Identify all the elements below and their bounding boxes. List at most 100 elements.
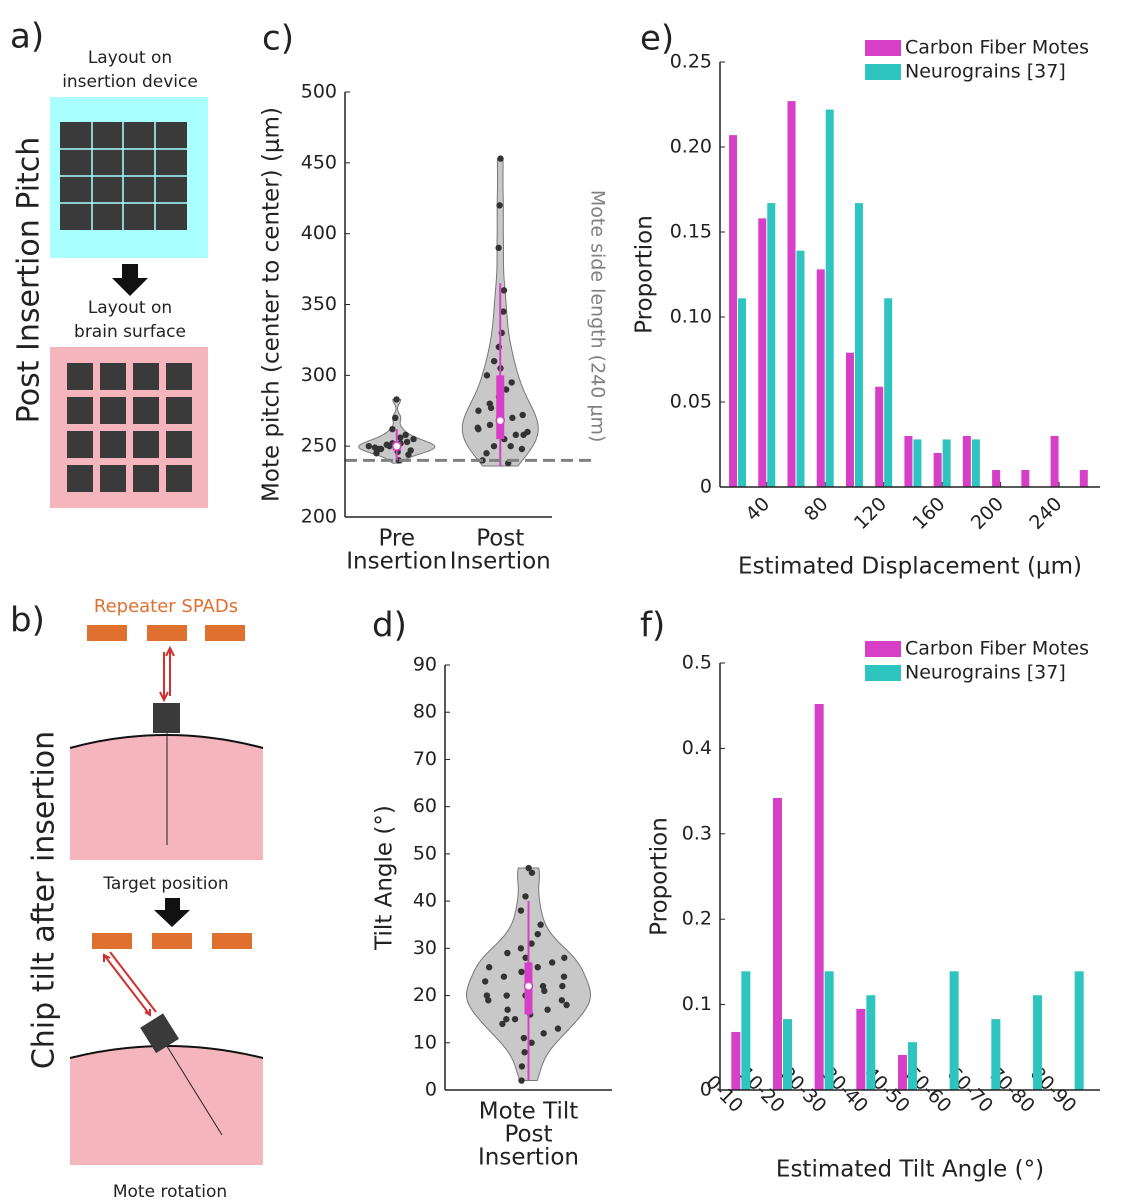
bar xyxy=(729,135,738,487)
bar xyxy=(992,470,1001,487)
data-point xyxy=(528,940,535,947)
bar xyxy=(758,218,767,487)
panel-label: e) xyxy=(640,19,674,59)
bar xyxy=(773,797,782,1090)
bar xyxy=(1074,971,1084,1090)
panel-label: b) xyxy=(10,601,45,641)
y-tick-label: 0.20 xyxy=(670,136,712,158)
fiber xyxy=(159,1034,223,1136)
mote xyxy=(67,465,93,492)
legend-label: Neurograins [37] xyxy=(905,61,1066,83)
data-point xyxy=(561,954,568,961)
chip xyxy=(140,1013,179,1054)
mote-squares xyxy=(67,363,192,492)
bar xyxy=(991,1019,1001,1090)
data-point xyxy=(500,287,508,294)
data-point xyxy=(522,954,529,961)
legend-label: Carbon Fiber Motes xyxy=(905,37,1089,59)
bar xyxy=(825,109,834,487)
data-point xyxy=(487,404,495,412)
x-axis-label: Estimated Displacement (μm) xyxy=(738,554,1082,580)
mote xyxy=(166,363,192,390)
arrow xyxy=(112,264,148,296)
data-point xyxy=(502,386,510,393)
mote xyxy=(133,431,159,458)
data-point xyxy=(558,997,566,1004)
y-tick-label: 0.4 xyxy=(682,737,712,759)
bar xyxy=(913,439,922,487)
data-point xyxy=(534,964,541,971)
grid-lines xyxy=(60,122,187,230)
mote xyxy=(166,465,192,492)
x-tick-label: Mote Tilt xyxy=(479,1099,579,1125)
data-point xyxy=(486,421,494,429)
legend-label: Neurograins [37] xyxy=(905,662,1066,684)
bar xyxy=(845,352,854,487)
data-point xyxy=(371,444,379,451)
median xyxy=(392,441,402,451)
panel-label: f) xyxy=(640,606,665,646)
y-tick-label: 0.10 xyxy=(670,306,712,328)
y-tick-label: 0.05 xyxy=(670,391,712,413)
bar xyxy=(1021,470,1030,487)
data-point xyxy=(392,414,399,422)
bar xyxy=(767,203,776,487)
y-tick-label: 20 xyxy=(413,984,437,1006)
caption: Target position xyxy=(102,874,228,894)
data-point xyxy=(403,438,411,446)
x-tick-label: Insertion xyxy=(478,1145,579,1171)
y-axis-label: Mote pitch (center to center) (μm) xyxy=(259,107,285,502)
y-tick-label: 0.25 xyxy=(670,51,712,73)
data-point xyxy=(483,372,491,379)
bar xyxy=(738,298,747,487)
x-tick-label: 120 xyxy=(850,493,891,534)
mote xyxy=(166,431,192,458)
y-tick-label: 90 xyxy=(413,654,437,676)
data-point xyxy=(518,1077,525,1084)
data-point xyxy=(512,431,519,439)
mote xyxy=(133,465,159,492)
bar xyxy=(971,439,980,487)
data-point xyxy=(509,414,516,422)
y-tick-label: 0 xyxy=(700,1079,712,1101)
bar xyxy=(933,453,942,487)
bar xyxy=(949,971,959,1090)
x-tick-label: Post xyxy=(476,526,524,552)
data-point xyxy=(539,982,547,990)
data-point xyxy=(397,434,404,441)
data-point xyxy=(383,441,390,448)
brain xyxy=(70,1046,263,1165)
y-tick-label: 300 xyxy=(301,364,337,386)
legend-label: Carbon Fiber Motes xyxy=(905,638,1089,660)
data-point xyxy=(483,450,490,457)
caption: Mote rotation xyxy=(113,1182,227,1202)
data-point xyxy=(474,424,481,431)
brain-surface xyxy=(69,734,264,749)
y-tick-label: 0 xyxy=(425,1079,437,1101)
panel-label: c) xyxy=(262,19,294,59)
data-point xyxy=(405,451,412,458)
data-point xyxy=(521,1049,528,1056)
data-point xyxy=(500,973,508,980)
data-point xyxy=(504,949,511,957)
bar xyxy=(741,971,751,1090)
data-point xyxy=(475,407,482,414)
data-point xyxy=(495,244,502,252)
y-tick-label: 250 xyxy=(301,435,337,457)
x-tick-label: 40 xyxy=(742,493,775,526)
data-point xyxy=(497,155,504,162)
y-axis-label: Proportion xyxy=(647,817,673,936)
mote xyxy=(166,397,192,424)
data-point xyxy=(377,445,385,453)
median xyxy=(523,981,534,991)
y-tick-label: 0.2 xyxy=(682,908,712,930)
mote xyxy=(100,363,126,390)
spads-label: Repeater SPADs xyxy=(94,596,238,617)
data-point xyxy=(544,1006,551,1013)
data-point xyxy=(482,978,489,985)
bar xyxy=(866,995,876,1090)
data-point xyxy=(518,968,525,976)
y-tick-label: 10 xyxy=(413,1031,437,1053)
median xyxy=(495,415,505,426)
y-tick-label: 80 xyxy=(413,701,437,723)
